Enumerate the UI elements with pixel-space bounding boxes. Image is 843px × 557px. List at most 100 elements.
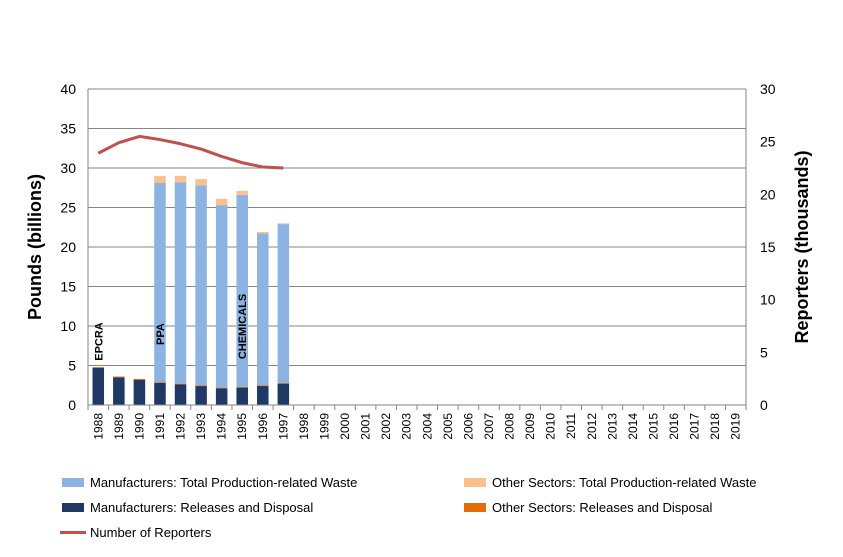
axes: [87, 89, 747, 410]
y-tick-label: 35: [60, 121, 76, 137]
bar-segment: [236, 190, 248, 195]
y-tick-label: 20: [60, 239, 76, 255]
bar-segment: [257, 385, 269, 387]
annotation-label: EPCRA: [93, 322, 105, 361]
y2-tick-label: 20: [760, 186, 776, 202]
reporters-line: [97, 134, 284, 170]
y-tick-label: 30: [60, 160, 76, 176]
bar-segment: [154, 183, 166, 383]
bar-segment: [236, 386, 248, 388]
bar-segment: [113, 377, 125, 405]
x-tick-label: 1988: [91, 413, 105, 440]
legend-label-other-waste: Other Sectors: Total Production-related …: [492, 475, 757, 490]
x-tick-label: 2006: [461, 413, 475, 440]
y-tick-label: 40: [60, 81, 76, 97]
bar-segment: [236, 387, 248, 405]
y-axis-title: Pounds (billions): [25, 174, 45, 320]
x-tick-label: 2012: [585, 413, 599, 440]
legend-swatch-other-releases: [464, 503, 486, 512]
x-tick-label: 1994: [215, 413, 229, 440]
y2-tick-label: 25: [760, 134, 776, 150]
legend-label-other-releases: Other Sectors: Releases and Disposal: [492, 500, 713, 515]
y2-tick-label: 0: [760, 397, 768, 413]
x-tick-label: 2007: [482, 413, 496, 440]
bar-segment: [236, 194, 248, 387]
x-tick-label: 2008: [503, 413, 517, 440]
y-tick-labels: 0 5 10 15 20 25 30 35 40: [60, 81, 76, 413]
x-tick-label: 2017: [688, 413, 702, 440]
x-tick-label: 2015: [646, 413, 660, 440]
legend-label-reporters: Number of Reporters: [90, 525, 212, 540]
x-tick-label: 2009: [523, 413, 537, 440]
x-tick-label: 1995: [235, 413, 249, 440]
annotation-label: PPA: [155, 323, 167, 345]
bar-segment: [133, 379, 146, 405]
legend-mfg-waste: Manufacturers: Total Production-related …: [62, 475, 357, 490]
x-tick-label: 1997: [276, 413, 290, 440]
x-tick-labels: 1988 1989 1990 1991 1992 1993 1994 1995 1996 1997…: [91, 413, 742, 440]
x-tick-label: 2000: [338, 413, 352, 440]
y-tick-label: 0: [68, 397, 76, 413]
bar-segment: [195, 386, 207, 405]
legend-swatch-other-waste: [464, 478, 486, 487]
y2-tick-label: 15: [760, 239, 776, 255]
bar-segment: [174, 383, 187, 385]
bar-segment: [215, 387, 228, 389]
bar-segment: [92, 367, 105, 405]
bar-segment: [257, 231, 269, 234]
annotation-label: CHEMICALS: [237, 294, 249, 359]
bar-segment: [277, 383, 290, 405]
x-tick-label: 2002: [379, 413, 393, 440]
bar-segment: [113, 376, 125, 378]
bar-segment: [154, 382, 166, 405]
gridlines: [88, 88, 746, 366]
bar-segment: [257, 233, 269, 386]
reporters-line-path: [97, 134, 284, 170]
bar-segment: [215, 388, 228, 405]
bar-segment: [215, 205, 228, 388]
legend-swatch-reporters: [60, 531, 86, 534]
legend-label-mfg-waste: Manufacturers: Total Production-related …: [90, 475, 358, 490]
x-tick-label: 2019: [729, 413, 743, 440]
bar-segment: [277, 223, 290, 225]
y2-axis-title: Reporters (thousands): [792, 150, 812, 343]
bar-segment: [195, 185, 207, 386]
x-tick-label: 2001: [359, 413, 373, 440]
x-tick-label: 1999: [317, 413, 331, 440]
x-tick-label: 1996: [256, 413, 270, 440]
x-tick-label: 2005: [441, 413, 455, 440]
bar-segment: [154, 382, 166, 383]
y-tick-label: 5: [68, 358, 76, 374]
bar-segment: [133, 378, 146, 380]
bar-segment: [195, 385, 207, 387]
annotations: EPCRA PPA CHEMICALS: [93, 294, 249, 361]
y2-tick-label: 30: [760, 81, 776, 97]
y-tick-label: 15: [60, 279, 76, 295]
x-tick-label: 1989: [112, 413, 126, 440]
y-tick-label: 25: [60, 200, 76, 216]
bar-segment: [174, 175, 187, 183]
x-tick-label: 2011: [564, 413, 578, 439]
y2-tick-labels: 0 5 10 15 20 25 30: [760, 81, 776, 413]
x-tick-label: 2004: [420, 413, 434, 440]
bars: [92, 175, 290, 405]
x-tick-label: 2014: [626, 413, 640, 440]
x-tick-label: 2013: [605, 413, 619, 440]
x-tick-label: 1991: [153, 413, 167, 440]
x-tick-label: 1998: [297, 413, 311, 440]
bar-segment: [174, 182, 187, 384]
legend-swatch-mfg-waste: [62, 478, 84, 487]
legend-label-mfg-releases: Manufacturers: Releases and Disposal: [90, 500, 314, 515]
legend-other-waste: Other Sectors: Total Production-related …: [464, 475, 756, 490]
bar-segment: [277, 382, 290, 384]
legend-other-releases: Other Sectors: Releases and Disposal: [464, 500, 712, 515]
bar-segment: [257, 386, 269, 405]
bar-segment: [195, 179, 207, 186]
legend-swatch-mfg-releases: [62, 503, 84, 512]
x-tick-label: 2010: [544, 413, 558, 440]
bar-segment: [92, 367, 105, 368]
x-tick-label: 2018: [708, 413, 722, 440]
legend-reporters: Number of Reporters: [60, 525, 211, 540]
x-tick-label: 2016: [667, 413, 681, 440]
